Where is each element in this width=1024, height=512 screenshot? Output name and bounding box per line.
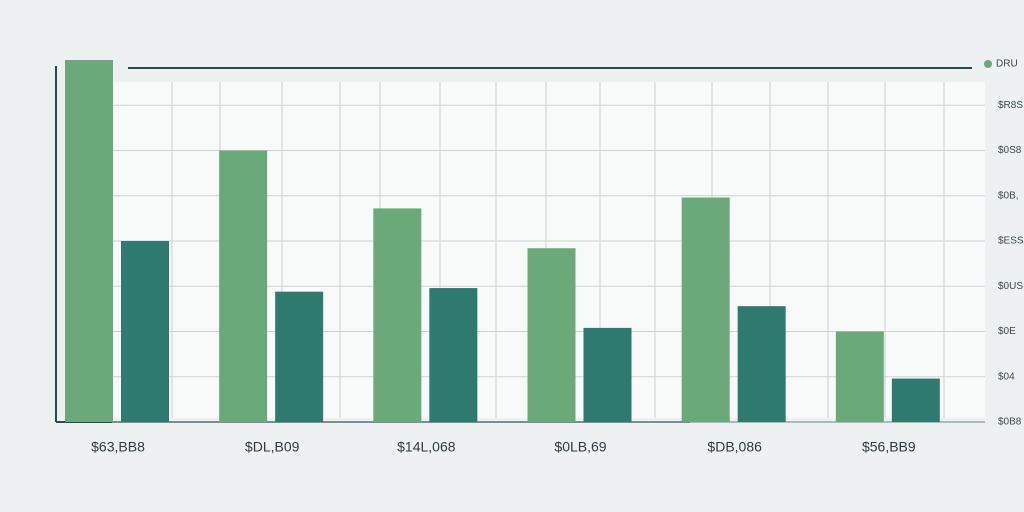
bar <box>835 331 884 422</box>
bar <box>891 378 940 422</box>
bar <box>373 208 422 422</box>
y-tick-label: $ESS <box>998 236 1024 247</box>
bar <box>527 248 576 422</box>
x-tick-label: $0LB,69 <box>554 439 606 455</box>
y-tick-label: $R8S <box>998 100 1023 111</box>
x-tick-label: $63,BB8 <box>91 439 145 455</box>
x-tick-label: $DB,086 <box>707 439 762 455</box>
bar <box>65 60 113 422</box>
bar <box>429 288 478 422</box>
y-tick-label: $0B, <box>998 190 1019 201</box>
bar <box>681 197 730 422</box>
legend-dot <box>984 60 992 68</box>
bar <box>583 327 632 422</box>
y-tick-label: $0US <box>998 281 1023 292</box>
x-tick-label: $14L,068 <box>397 439 456 455</box>
bar <box>219 150 268 422</box>
y-tick-label: $0B8 <box>998 417 1022 428</box>
x-tick-label: $DL,B09 <box>245 439 300 455</box>
legend-label: DRU <box>996 59 1018 70</box>
y-tick-label: $04 <box>998 371 1015 382</box>
y-tick-label: $0E <box>998 326 1016 337</box>
bar <box>121 241 169 422</box>
bar <box>737 306 786 422</box>
x-tick-label: $56,BB9 <box>862 439 916 455</box>
bar <box>275 291 324 422</box>
y-tick-label: $0S8 <box>998 145 1022 156</box>
